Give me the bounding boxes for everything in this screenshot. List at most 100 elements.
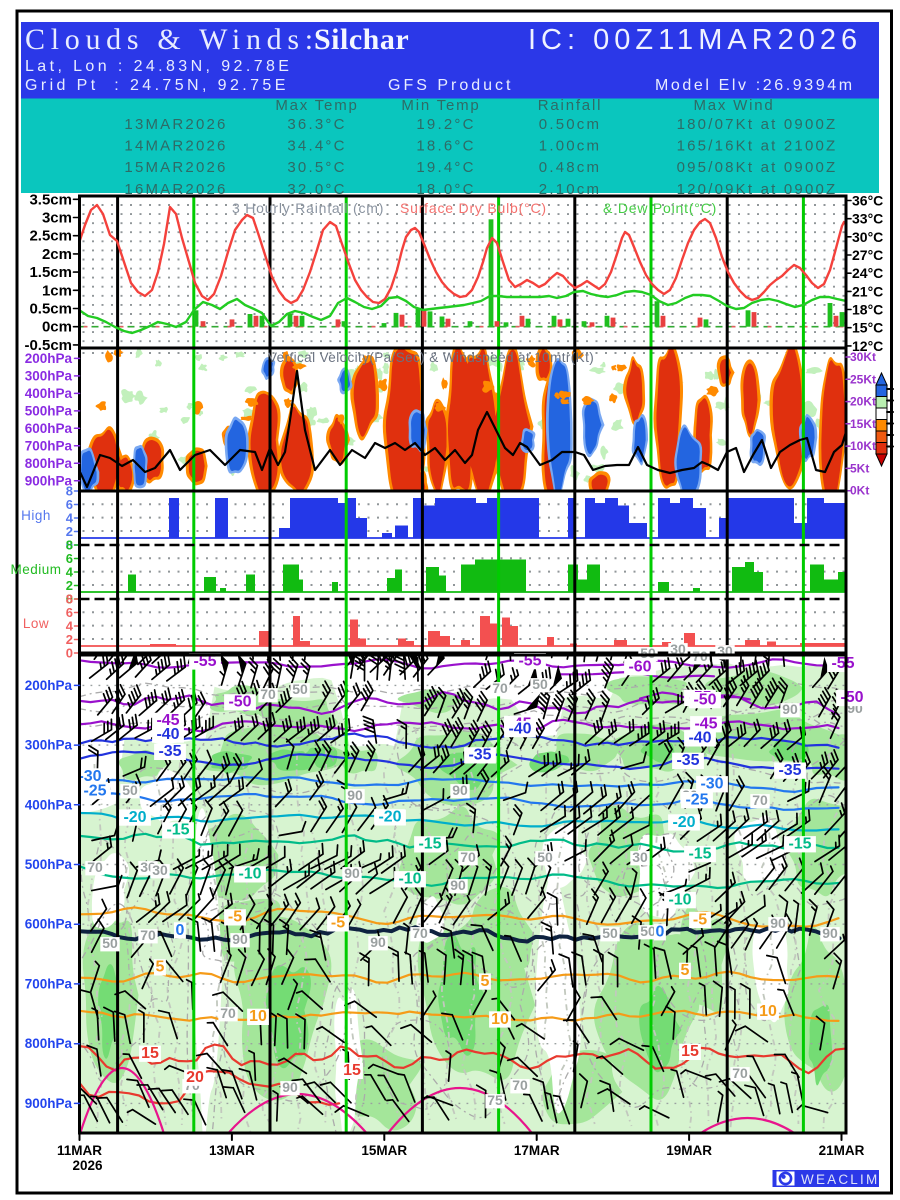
svg-text:18.6°C: 18.6°C [416,138,475,155]
svg-text:30°C: 30°C [852,229,883,245]
svg-text:WEACLIM: WEACLIM [801,1172,879,1187]
svg-text:Lat, Lon : 24.83N, 92.78E: Lat, Lon : 24.83N, 92.78E [25,58,292,75]
svg-text:24°C: 24°C [852,265,883,281]
svg-text:0: 0 [176,922,185,939]
svg-text:-45: -45 [156,712,179,729]
svg-text:70: 70 [512,1077,528,1093]
svg-text:50: 50 [602,925,618,941]
svg-text:15: 15 [343,1062,361,1079]
svg-text:3.5cm: 3.5cm [29,191,72,208]
svg-text:17MAR: 17MAR [514,1143,560,1158]
svg-text:50: 50 [102,935,118,951]
svg-text:18.0°C: 18.0°C [416,181,475,198]
svg-text:18°C: 18°C [852,302,883,318]
svg-text:900hPa: 900hPa [25,473,73,488]
svg-text:800hPa: 800hPa [25,1036,73,1051]
svg-text:90: 90 [782,701,798,717]
svg-text:2026: 2026 [72,1158,103,1173]
svg-text:700hPa: 700hPa [25,976,73,991]
svg-text:0: 0 [66,538,73,553]
svg-text:16MAR2026: 16MAR2026 [124,181,227,198]
svg-text:50: 50 [537,849,553,865]
svg-text:165/16Kt at 2100Z: 165/16Kt at 2100Z [677,138,838,155]
svg-text:15MAR2026: 15MAR2026 [124,159,227,176]
svg-text:0.48cm: 0.48cm [539,159,601,176]
svg-text:-40: -40 [508,720,531,737]
svg-text:-10: -10 [398,871,421,888]
svg-text:-10: -10 [668,892,691,909]
svg-text:0cm: 0cm [42,319,72,336]
svg-text:0.50cm: 0.50cm [539,116,601,133]
svg-text:Min Temp: Min Temp [401,97,480,114]
svg-text:4: 4 [66,511,74,526]
svg-text:400hPa: 400hPa [25,797,73,812]
svg-text:30: 30 [670,641,686,657]
svg-text:6: 6 [66,605,73,620]
svg-text:300hPa: 300hPa [25,738,73,753]
svg-text:500hPa: 500hPa [25,857,73,872]
svg-text:-50: -50 [228,694,251,711]
svg-text:Clouds & Winds:: Clouds & Winds: [25,23,319,56]
svg-text:70: 70 [87,859,103,875]
svg-text:-5: -5 [693,911,707,928]
svg-text:Surface Dry Bulb(°C): Surface Dry Bulb(°C) [400,200,547,216]
svg-text:34.4°C: 34.4°C [287,138,346,155]
svg-text:6: 6 [66,551,73,566]
svg-text:70: 70 [460,849,476,865]
svg-text:-35: -35 [468,747,491,764]
svg-text:-15: -15 [788,836,811,853]
svg-text:36.3°C: 36.3°C [287,116,346,133]
svg-text:25Kt: 25Kt [850,372,876,386]
svg-text:700hPa: 700hPa [25,438,73,453]
svg-text:High: High [21,508,51,523]
svg-text:4: 4 [66,565,74,580]
svg-text:-5: -5 [331,915,345,932]
svg-text:8: 8 [66,592,73,607]
svg-text:-40: -40 [688,730,711,747]
svg-text:90: 90 [282,1079,298,1095]
svg-text:800hPa: 800hPa [25,456,73,471]
svg-text:2.10cm: 2.10cm [539,181,601,198]
svg-text:900hPa: 900hPa [25,1096,73,1111]
svg-text:-55: -55 [193,653,216,670]
svg-text:-15: -15 [688,845,711,862]
svg-text:-15: -15 [418,836,441,853]
svg-text:20: 20 [186,1069,204,1086]
svg-text:50: 50 [640,645,656,661]
svg-text:0Kt: 0Kt [850,484,869,498]
svg-text:0: 0 [66,646,73,661]
svg-text:2.5cm: 2.5cm [29,228,72,245]
svg-text:Grid Pt : 24.75N, 92.75E: Grid Pt : 24.75N, 92.75E [25,77,289,94]
svg-text:095/08Kt at 0900Z: 095/08Kt at 0900Z [677,159,838,176]
svg-text:Max Wind: Max Wind [693,97,774,114]
svg-text:Max Temp: Max Temp [275,97,358,114]
svg-text:Rainfall: Rainfall [538,97,602,114]
svg-text:Low: Low [23,616,49,631]
svg-text:6: 6 [66,497,73,512]
svg-text:-40: -40 [156,726,179,743]
svg-text:50: 50 [122,782,138,798]
svg-text:8: 8 [66,484,73,499]
svg-text:27°C: 27°C [852,247,883,263]
svg-text:70: 70 [412,925,428,941]
svg-text:50: 50 [532,676,548,692]
svg-text:-20: -20 [672,814,695,831]
svg-text:5: 5 [681,962,690,979]
svg-text:-55: -55 [518,652,541,669]
svg-text:-30: -30 [700,776,723,793]
svg-text:32.0°C: 32.0°C [287,181,346,198]
svg-text:50: 50 [640,923,656,939]
svg-text:30: 30 [152,862,168,878]
svg-text:10: 10 [249,1008,267,1025]
svg-text:15: 15 [681,1043,699,1060]
svg-text:21°C: 21°C [852,283,883,299]
svg-text:0.5cm: 0.5cm [29,301,72,318]
svg-text:0: 0 [656,924,665,941]
svg-text:-25: -25 [685,792,708,809]
svg-text:70: 70 [752,792,768,808]
svg-text:1cm: 1cm [42,282,72,299]
svg-text:10: 10 [491,1011,509,1028]
svg-text:Medium: Medium [10,562,61,577]
svg-text:30: 30 [717,643,733,659]
svg-text:-5: -5 [228,909,242,926]
